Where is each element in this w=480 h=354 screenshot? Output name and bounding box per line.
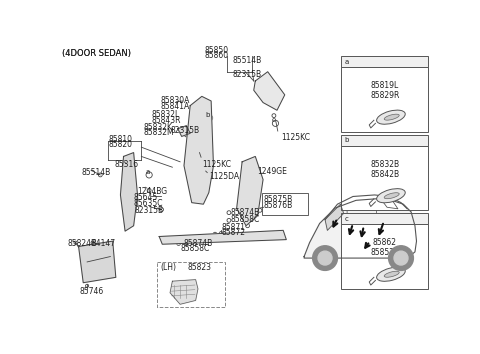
Text: 85843R: 85843R <box>152 116 181 125</box>
Bar <box>157 262 225 307</box>
Text: 82315B: 82315B <box>232 70 261 79</box>
Text: 85872: 85872 <box>221 228 245 237</box>
Text: 85862
85852B: 85862 85852B <box>370 238 399 257</box>
Polygon shape <box>170 280 198 304</box>
Text: (LH): (LH) <box>161 263 177 273</box>
Text: 1125KC: 1125KC <box>202 160 231 169</box>
Circle shape <box>312 246 337 270</box>
Ellipse shape <box>384 114 399 120</box>
Polygon shape <box>254 72 285 110</box>
Ellipse shape <box>377 189 405 203</box>
Polygon shape <box>380 198 398 209</box>
Circle shape <box>318 251 332 265</box>
Bar <box>341 145 428 210</box>
Text: 85514B: 85514B <box>232 56 261 65</box>
Polygon shape <box>304 199 417 258</box>
Text: 85850: 85850 <box>204 46 228 55</box>
Text: 85858C: 85858C <box>180 244 209 253</box>
Text: 85514B: 85514B <box>82 168 111 177</box>
Text: c: c <box>272 117 276 123</box>
Text: c: c <box>345 216 348 222</box>
Bar <box>341 135 428 145</box>
Polygon shape <box>237 156 263 226</box>
Ellipse shape <box>377 267 405 281</box>
Text: 85875B: 85875B <box>263 195 292 204</box>
Text: 85832M: 85832M <box>144 128 174 137</box>
Ellipse shape <box>384 193 399 199</box>
Text: 85874B: 85874B <box>230 208 260 217</box>
Polygon shape <box>159 230 286 244</box>
Polygon shape <box>178 126 190 136</box>
Polygon shape <box>325 204 344 230</box>
Text: 85810: 85810 <box>109 135 133 144</box>
Bar <box>262 193 308 215</box>
Bar <box>341 224 428 289</box>
Text: 85860: 85860 <box>204 51 228 60</box>
Text: b: b <box>206 112 210 118</box>
Text: 85841A: 85841A <box>161 102 190 111</box>
Text: a: a <box>145 169 150 175</box>
Circle shape <box>389 246 413 270</box>
Text: 85832B
85842B: 85832B 85842B <box>370 160 399 179</box>
Text: 85858C: 85858C <box>230 215 260 224</box>
Text: 85645: 85645 <box>133 193 158 202</box>
Text: 1249GE: 1249GE <box>258 167 288 176</box>
Text: 85874B: 85874B <box>184 239 213 248</box>
Text: 85823: 85823 <box>188 263 212 273</box>
Text: 85832L: 85832L <box>152 110 180 119</box>
Text: 1125DA: 1125DA <box>209 172 239 181</box>
Text: 85830A: 85830A <box>161 96 190 105</box>
Text: 85635C: 85635C <box>133 199 163 208</box>
Bar <box>341 213 428 224</box>
Text: 1125KC: 1125KC <box>281 133 310 142</box>
Polygon shape <box>120 153 137 231</box>
Text: 85819L
85829R: 85819L 85829R <box>370 81 399 101</box>
Text: 85876B: 85876B <box>263 201 292 210</box>
Bar <box>341 67 428 132</box>
Polygon shape <box>79 241 116 283</box>
Text: 85820: 85820 <box>109 140 133 149</box>
Ellipse shape <box>384 271 399 277</box>
Text: 85871: 85871 <box>221 223 245 232</box>
Text: (4DOOR SEDAN): (4DOOR SEDAN) <box>62 48 132 58</box>
Text: b: b <box>345 137 349 143</box>
Ellipse shape <box>377 110 405 124</box>
Text: (4DOOR SEDAN): (4DOOR SEDAN) <box>62 48 132 58</box>
Text: 85832K: 85832K <box>144 122 173 132</box>
Text: 1244BG: 1244BG <box>137 187 168 196</box>
Polygon shape <box>184 96 214 204</box>
Text: 82315B: 82315B <box>134 206 164 216</box>
Text: 85824B: 85824B <box>68 239 97 248</box>
Text: 85316: 85316 <box>114 160 138 169</box>
Text: 85746: 85746 <box>79 287 104 296</box>
Text: 82315B: 82315B <box>171 126 200 135</box>
Circle shape <box>394 251 408 265</box>
Text: a: a <box>345 59 349 65</box>
Text: 84147: 84147 <box>91 239 115 248</box>
Bar <box>341 56 428 67</box>
